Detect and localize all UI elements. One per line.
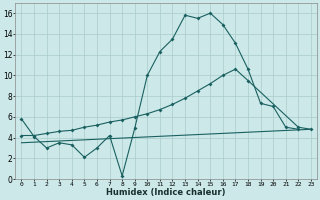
X-axis label: Humidex (Indice chaleur): Humidex (Indice chaleur): [107, 188, 226, 197]
